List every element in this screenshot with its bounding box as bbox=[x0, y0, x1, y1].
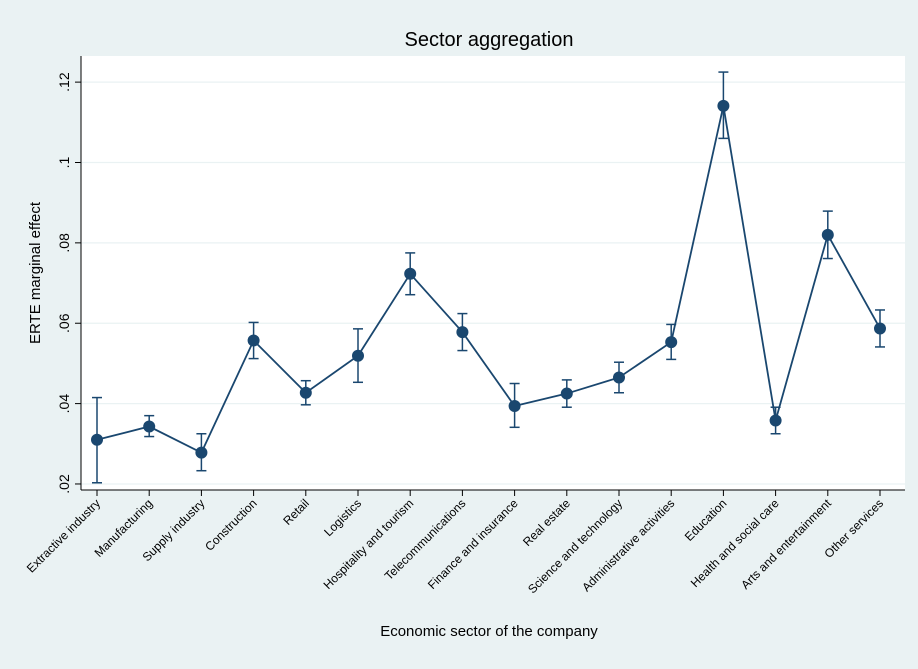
y-tick-label: .08 bbox=[56, 233, 72, 253]
y-axis-ticks: .02 .04 .06 .08 .1 .12 bbox=[56, 72, 81, 494]
data-point bbox=[404, 267, 417, 280]
x-tick-label: Education bbox=[682, 496, 730, 544]
data-point bbox=[352, 349, 364, 362]
data-point bbox=[665, 336, 678, 349]
y-tick-label: .02 bbox=[56, 474, 72, 494]
x-tick-label: Science and technology bbox=[525, 496, 625, 596]
data-point bbox=[299, 386, 312, 399]
x-tick-label: Real estate bbox=[520, 496, 573, 549]
data-point bbox=[247, 334, 260, 347]
y-tick-label: .12 bbox=[56, 72, 72, 92]
x-tick-label: Arts and entertainment bbox=[738, 496, 834, 592]
data-point bbox=[456, 326, 469, 339]
x-tick-label: Construction bbox=[202, 496, 260, 554]
x-axis-title: Economic sector of the company bbox=[380, 623, 598, 640]
y-tick-label: .1 bbox=[56, 156, 72, 168]
data-point bbox=[143, 420, 156, 433]
x-tick-label: Finance and insurance bbox=[425, 496, 521, 592]
x-tick-label: Retail bbox=[280, 496, 312, 528]
series-line bbox=[96, 105, 881, 454]
gridlines bbox=[81, 81, 905, 485]
data-points bbox=[91, 99, 886, 459]
data-point bbox=[91, 433, 103, 446]
y-tick-label: .04 bbox=[56, 394, 72, 414]
x-tick-label: Logistics bbox=[321, 496, 364, 539]
x-tick-label: Health and social care bbox=[688, 496, 782, 590]
y-tick-label: .06 bbox=[56, 313, 72, 333]
y-axis-title: ERTE marginal effect bbox=[27, 201, 44, 344]
data-point bbox=[195, 446, 208, 459]
x-tick-label: Extractive industry bbox=[24, 496, 103, 575]
data-point bbox=[613, 371, 625, 384]
chart-title: Sector aggregation bbox=[404, 29, 573, 51]
data-point bbox=[769, 414, 782, 427]
data-point bbox=[508, 400, 521, 413]
data-point bbox=[560, 387, 573, 400]
x-tick-label: Hospitality and tourism bbox=[321, 496, 417, 592]
x-tick-label: Administrative activities bbox=[579, 496, 677, 594]
data-point bbox=[717, 99, 730, 112]
data-point bbox=[874, 322, 886, 335]
plot-area bbox=[81, 56, 905, 490]
data-point bbox=[821, 228, 834, 241]
